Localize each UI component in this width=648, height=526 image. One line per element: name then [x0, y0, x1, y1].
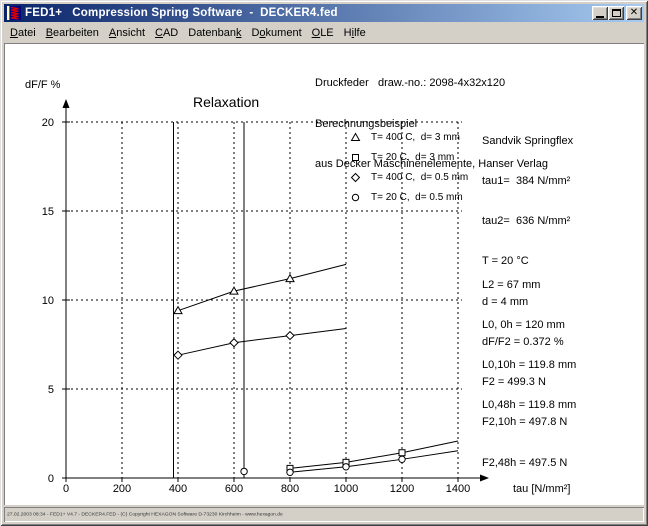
menu-item-dokument[interactable]: Dokument	[251, 26, 302, 39]
drawing-header: Druckfeder draw.-no.: 2098-4x32x120 Bere…	[315, 50, 548, 199]
chart-series	[173, 327, 347, 360]
svg-text:1200: 1200	[390, 483, 414, 495]
status-bar: 27.02.2003 08:34 - FED1+ V4.7 - DECKER4.…	[4, 506, 644, 522]
info-line: d = 4 mm	[482, 295, 529, 308]
window-controls: ✕	[592, 6, 642, 20]
info-line: L0,48h = 119.8 mm	[482, 399, 577, 412]
status-panel: 27.02.2003 08:34 - FED1+ V4.7 - DECKER4.…	[4, 507, 644, 522]
info-line: F2,48h = 497.5 N	[482, 456, 568, 469]
chart-vlines	[173, 122, 245, 478]
menu-item-ole[interactable]: OLE	[311, 26, 334, 39]
info-line: tau2= 636 N/mm²	[482, 215, 571, 228]
info-line: L0,10h = 119.8 mm	[482, 359, 577, 372]
info-line: F2,10h = 497.8 N	[482, 416, 568, 429]
chart-series	[286, 450, 459, 477]
info-line: Sandvik Springflex	[482, 134, 574, 147]
client-area: 0 200 400 600 800 1000 1200 1400 0 5 10 15 20 Druckf…	[4, 43, 644, 505]
menu-item-datenbank[interactable]: Datenbank	[188, 26, 242, 39]
legend-label: T= 20 C, d= 3 mm	[371, 151, 455, 163]
menu-item-hilfe[interactable]: Hilfe	[343, 26, 366, 39]
menu-item-cad[interactable]: CAD	[155, 26, 179, 39]
info-line: tau1= 384 N/mm²	[482, 175, 571, 188]
chart-title: Relaxation	[193, 94, 260, 110]
info-line: L2 = 67 mm	[482, 278, 541, 291]
menu-item-ansicht[interactable]: Ansicht	[108, 26, 146, 39]
svg-text:5: 5	[48, 384, 54, 396]
legend-item: T= 20 C, d= 0.5 mm	[349, 187, 468, 207]
legend-label: T= 400 C, d= 3 mm	[371, 131, 460, 143]
window-title: FED1+ Compression Spring Software - DECK…	[25, 7, 338, 19]
title-bar[interactable]: FED1+ Compression Spring Software - DECK…	[4, 4, 644, 22]
maximize-button[interactable]	[608, 6, 624, 20]
menu-item-datei[interactable]: Datei	[10, 26, 36, 39]
close-icon: ✕	[629, 7, 639, 18]
info-line: T = 20 °C	[482, 255, 529, 268]
svg-text:400: 400	[169, 483, 187, 495]
info-line: F2 = 499.3 N	[482, 376, 546, 389]
svg-text:20: 20	[42, 117, 54, 129]
x-axis-label: tau [N/mm²]	[513, 483, 571, 495]
legend-item: T= 20 C, d= 3 mm	[349, 147, 468, 167]
y-axis-label: dF/F %	[25, 79, 61, 91]
spring-info-panel: Sandvik Springflex tau1= 384 N/mm² tau2=…	[482, 108, 573, 497]
menu-item-bearbeiten[interactable]: Bearbeiten	[45, 26, 99, 39]
maximize-icon	[611, 9, 621, 17]
legend-marker-diamond-icon	[350, 172, 361, 182]
minimize-button[interactable]	[592, 6, 608, 20]
svg-text:10: 10	[42, 295, 54, 307]
info-line: L0, 0h = 120 mm	[482, 319, 565, 332]
svg-text:0: 0	[48, 473, 54, 485]
svg-text:600: 600	[225, 483, 243, 495]
legend-label: T= 400 C, d= 0.5 mm	[371, 171, 469, 183]
header-line-2: Berechnungsbeispiel	[315, 117, 418, 130]
legend-item: T= 400 C, d= 0.5 mm	[349, 167, 468, 187]
legend-marker-triangle-icon	[350, 131, 361, 141]
svg-text:15: 15	[42, 206, 54, 218]
chart-series	[173, 263, 347, 315]
legend-marker-square-icon	[352, 153, 359, 161]
close-button[interactable]: ✕	[626, 6, 642, 20]
length-info-panel: L2 = 67 mm L0, 0h = 120 mm L0,10h = 119.…	[482, 252, 576, 440]
svg-text:1000: 1000	[334, 483, 358, 495]
svg-text:800: 800	[281, 483, 299, 495]
header-line-1: Druckfeder draw.-no.: 2098-4x32x120	[315, 77, 506, 89]
chart-operating-point	[240, 467, 248, 476]
menu-bar: Datei Bearbeiten Ansicht CAD Datenbank Dokume…	[4, 23, 644, 42]
chart-series	[286, 440, 459, 472]
chart-legend: T= 400 C, d= 3 mm T= 20 C, d= 3 mm T= 400 …	[349, 127, 468, 207]
minimize-icon	[596, 15, 604, 18]
app-icon	[7, 6, 21, 20]
legend-marker-circle-icon	[351, 193, 360, 201]
legend-label: T= 20 C, d= 0.5 mm	[371, 191, 463, 203]
status-text: 27.02.2003 08:34 - FED1+ V4.7 - DECKER4.…	[7, 511, 283, 517]
legend-item: T= 400 C, d= 3 mm	[349, 127, 468, 147]
header-line-3: aus Decker Maschinenelemente, Hanser Ver…	[315, 158, 548, 170]
svg-text:200: 200	[113, 483, 131, 495]
info-line: dF/F2 = 0.372 %	[482, 335, 564, 348]
svg-text:1400: 1400	[446, 483, 470, 495]
svg-text:0: 0	[63, 483, 69, 495]
